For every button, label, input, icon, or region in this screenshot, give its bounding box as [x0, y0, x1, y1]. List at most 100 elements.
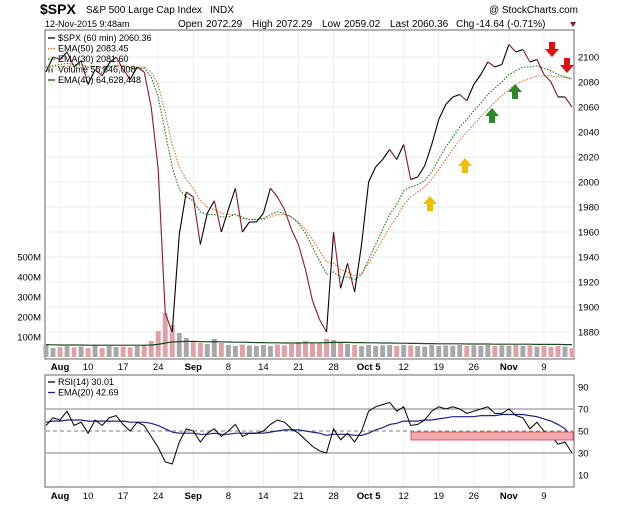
price-tick-label: 1880: [578, 328, 599, 339]
volume-bar: [541, 346, 547, 357]
price-segment: [115, 56, 124, 70]
price-segment: [59, 51, 68, 60]
red-down-arrow-icon: [560, 58, 574, 73]
volume-bar: [373, 346, 379, 357]
volume-bar: [190, 341, 196, 357]
price-tick-label: 2080: [578, 78, 599, 89]
price-segment: [171, 234, 180, 333]
price-segment: [325, 231, 335, 333]
date-tick-label: Nov: [500, 362, 519, 373]
price-segment: [87, 69, 96, 85]
price-segment: [94, 69, 103, 77]
price-segment: [396, 144, 405, 160]
price-segment: [501, 44, 510, 65]
rsi-line: [45, 401, 573, 465]
high-value: 2072.29: [276, 19, 313, 30]
price-tick-label: 2020: [578, 153, 599, 164]
open-value: 2072.29: [206, 19, 243, 30]
date-tick-label: Sep: [185, 491, 203, 502]
price-segment: [333, 231, 342, 289]
price-segment: [178, 191, 187, 235]
volume-bar: [183, 338, 189, 357]
green-up-arrow-icon: [508, 84, 522, 99]
ema30-line: [45, 62, 573, 281]
date-tick-label: 14: [258, 362, 269, 373]
date-tick-label: 14: [258, 491, 269, 502]
date-tick-label: 10: [83, 491, 94, 502]
volume-bar: [281, 345, 287, 357]
price-segment: [494, 63, 503, 68]
volume-bar: [548, 347, 554, 357]
price-segment: [536, 59, 545, 75]
date-tick-label: 17: [118, 491, 129, 502]
price-segment: [192, 196, 201, 245]
date-tick-label: 10: [83, 362, 94, 373]
price-segment: [269, 187, 278, 198]
volume-bar: [457, 345, 463, 357]
price-segment: [227, 188, 236, 210]
ema50-line: [46, 65, 573, 277]
price-segment: [52, 56, 61, 61]
volume-tick-label: 200M: [17, 313, 41, 324]
volume-bar: [331, 340, 337, 357]
price-segment: [515, 48, 524, 53]
volume-bar: [92, 345, 98, 357]
volume-bar: [401, 345, 407, 357]
volume-bar: [380, 345, 386, 357]
price-segment: [143, 71, 152, 108]
price-segment: [354, 244, 363, 293]
index-name: S&P 500 Large Cap Index: [86, 5, 202, 16]
volume-bar: [345, 344, 351, 357]
price-segment: [459, 94, 468, 102]
legend-entry: EMA(30) 2081.60: [58, 54, 129, 64]
brand-label: @ StockCharts.com: [489, 5, 578, 16]
date-tick-label: 24: [153, 362, 164, 373]
rsi-series: [45, 401, 573, 465]
date-tick-label: 21: [293, 491, 304, 502]
price-segment: [262, 188, 271, 214]
price-segment: [522, 49, 531, 63]
price-segment: [529, 58, 538, 63]
volume-bar: [436, 346, 442, 357]
volume-bar: [324, 339, 329, 357]
volume-bar: [513, 345, 519, 357]
volume-tick-label: 300M: [17, 293, 41, 304]
price-tick-label: 2060: [578, 103, 599, 114]
date-tick-label: 21: [293, 362, 304, 373]
volume-bar: [113, 347, 119, 357]
volume-bar: [246, 345, 252, 357]
volume-bar: [520, 346, 526, 357]
open-label: Open: [178, 19, 202, 30]
price-segment: [66, 51, 75, 68]
volume-bar: [225, 345, 231, 357]
rsi-tick-label: 50: [578, 427, 589, 438]
low-value: 2059.02: [344, 19, 381, 30]
price-segment: [445, 96, 454, 105]
main-panel-frame: [44, 29, 575, 360]
legend-entry: EMA(20) 42.69: [58, 388, 119, 398]
date-tick-label: 9: [541, 491, 546, 502]
price-segment: [389, 149, 398, 160]
volume-bar: [71, 347, 77, 357]
price-segment: [290, 229, 299, 245]
volume-bar: [506, 345, 512, 357]
volume-bar: [120, 346, 126, 357]
price-segment: [466, 84, 475, 101]
date-tick-label: Aug: [51, 362, 70, 373]
price-segment: [129, 66, 138, 80]
price-segment: [340, 263, 349, 289]
date-tick-label: Nov: [500, 491, 519, 502]
rsi-tick-label: 70: [578, 405, 589, 416]
price-segment: [157, 169, 166, 314]
price-tick-label: 1900: [578, 303, 599, 314]
price-segment: [206, 200, 215, 214]
date-tick-label: 28: [328, 362, 339, 373]
volume-bar: [555, 346, 561, 357]
volume-bar: [148, 341, 154, 357]
legend-swatch: [48, 66, 50, 73]
price-segment: [255, 212, 264, 223]
date-tick-label: 12: [398, 491, 409, 502]
price-segment: [487, 61, 496, 68]
